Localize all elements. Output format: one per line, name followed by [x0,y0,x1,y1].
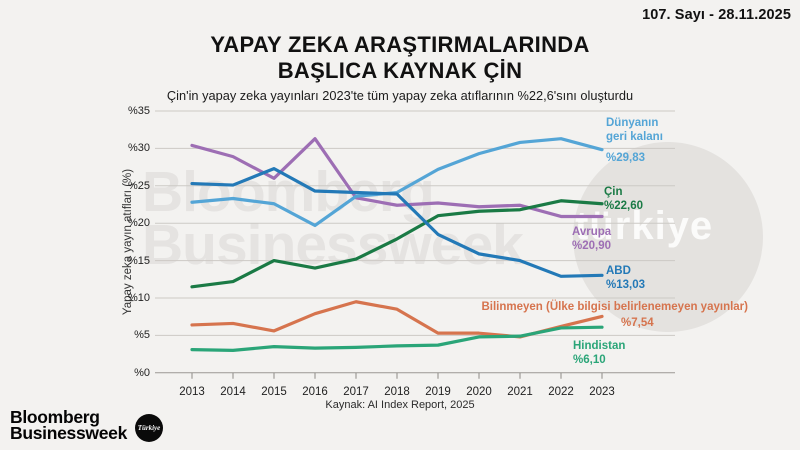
y-tick-label: %30 [127,142,150,155]
page-title-line1: YAPAY ZEKA ARAŞTIRMALARINDA [210,32,590,57]
x-tick-label: 2023 [589,386,615,398]
turkiye-logo-badge: Türkiye [135,414,163,442]
x-tick-label: 2018 [384,386,410,398]
x-tick-label: 2015 [261,386,287,398]
y-tick-label: %10 [127,292,150,304]
bloomberg-businessweek-logo: Bloomberg Businessweek [10,407,128,443]
y-tick-label: %35 [127,105,150,117]
x-tick-label: 2014 [220,386,246,398]
x-tick-label: 2013 [179,386,205,398]
legend-label: Avrupa [572,226,612,238]
legend-europe: Avrupa %20,90 [572,226,611,253]
series-line [190,199,604,289]
x-tick-label: 2021 [507,386,533,398]
y-tick-label: %25 [127,179,150,192]
legend-value: %22,60 [604,199,644,212]
turkiye-circle-watermark [573,142,763,332]
page-title-line2: BAŞLICA KAYNAK ÇİN [277,58,523,83]
legend-label: Hindistan [573,340,626,352]
x-tick-label: 2017 [343,386,369,398]
x-tick-label: 2016 [302,386,328,398]
series-line [190,137,604,219]
series-line [190,325,604,352]
y-tick-label: %15 [127,254,150,267]
page-title: YAPAY ZEKA ARAŞTIRMALARINDA BAŞLICA KAYN… [0,32,800,84]
x-tick-label: 2022 [548,386,574,398]
series-line [190,166,604,278]
source-note: Kaynak: AI Index Report, 2025 [325,399,475,411]
turkiye-watermark-text: türkiye [575,204,714,248]
y-tick-label: %20 [127,217,150,230]
logo-line2: Businessweek [10,422,128,443]
legend-value: %20,90 [572,239,612,252]
legend-label: geri kalanı [606,130,663,143]
x-tick-label: 2020 [466,386,492,398]
legend-label: Çin [604,186,623,198]
legend-label: ABD [606,265,631,277]
legend-label: Dünyanın [606,117,659,129]
legend-china: Çin %22,60 [604,186,643,213]
chart-subtitle: Çin'in yapay zeka yayınları 2023'te tüm … [166,88,634,103]
legend-rest-of-world: Dünyanın geri kalanı %29,83 [606,117,663,166]
legend-usa: ABD %13,03 [606,265,645,292]
legend-label: Bilinmeyen (Ülke bilgisi belirlenemeyen … [481,301,748,313]
issue-date: 107. Sayı - 28.11.2025 [642,7,791,23]
legend-value: %13,03 [606,278,646,291]
legend-value: %7,54 [621,317,654,329]
legend-value: %29,83 [606,152,646,164]
legend-value: %6,10 [573,353,606,366]
legend-unknown-label: Bilinmeyen (Ülke bilgisi belirlenemeyen … [481,301,748,315]
x-tick-label: 2019 [425,386,451,398]
logo-line1: Bloomberg [10,407,100,427]
legend-india: Hindistan %6,10 [573,340,625,367]
legend-unknown-value: %7,54 [621,317,654,331]
y-tick-label: %0 [134,366,150,379]
y-tick-label: %5 [134,329,150,342]
turkiye-logo-badge-text: Türkiye [137,424,161,432]
